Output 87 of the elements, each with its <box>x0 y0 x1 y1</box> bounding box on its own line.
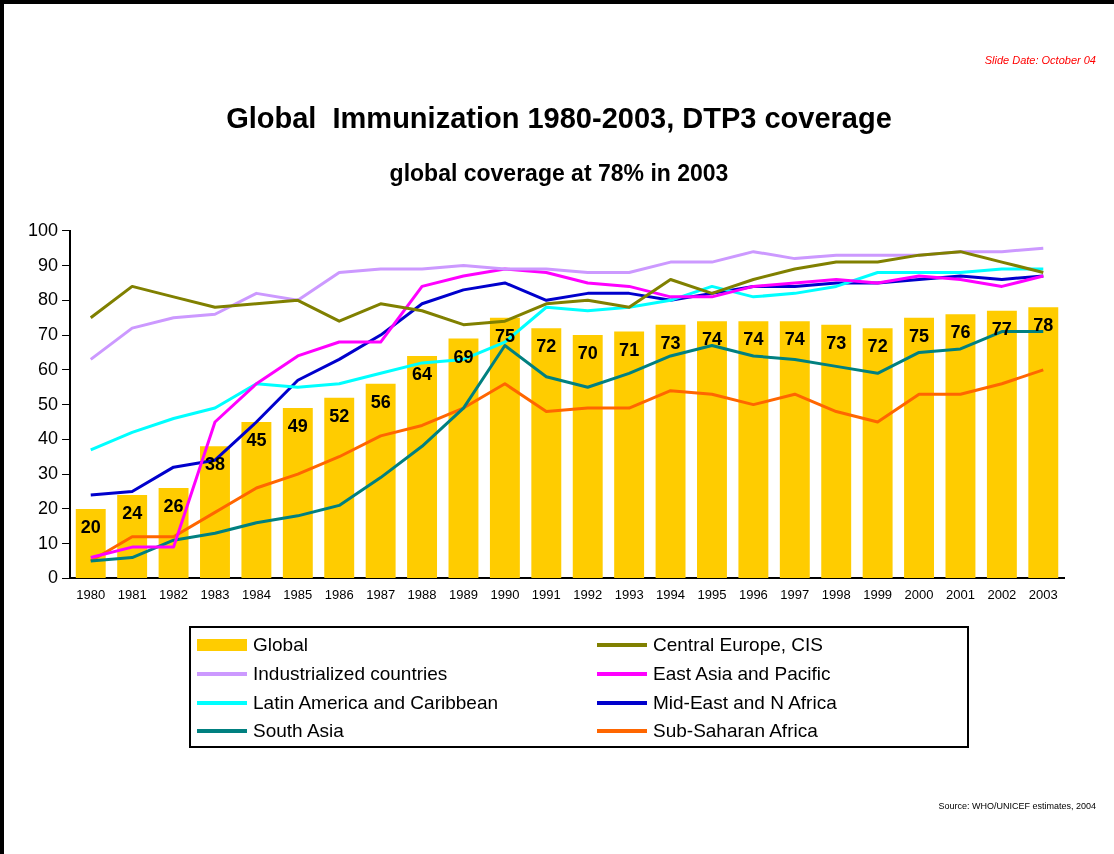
y-tick-label: 80 <box>38 289 59 310</box>
legend-label: Sub-Saharan Africa <box>653 720 818 743</box>
data-label: 52 <box>329 405 350 426</box>
data-label: 56 <box>370 391 391 412</box>
x-tick-label: 1997 <box>780 586 810 602</box>
bar <box>738 321 769 578</box>
source-note: Source: WHO/UNICEF estimates, 2004 <box>938 801 1096 811</box>
x-tick-label: 1996 <box>738 586 768 602</box>
data-label: 74 <box>743 329 764 350</box>
data-label: 78 <box>1033 315 1054 336</box>
data-label: 64 <box>412 363 433 384</box>
data-label: 75 <box>909 325 930 346</box>
bar <box>862 328 893 578</box>
bar <box>489 317 520 578</box>
x-tick-label: 2000 <box>904 586 934 602</box>
x-tick-label: 1988 <box>407 586 437 602</box>
bar <box>365 383 396 578</box>
x-tick-label: 1995 <box>697 586 727 602</box>
data-label: 45 <box>246 429 267 450</box>
bar <box>821 324 852 578</box>
x-tick-label: 1990 <box>490 586 520 602</box>
bar <box>448 338 479 578</box>
bar <box>1028 307 1059 578</box>
x-tick-label: 1985 <box>283 586 313 602</box>
bar <box>779 321 810 578</box>
data-label: 76 <box>950 322 971 343</box>
y-tick-label: 30 <box>38 463 59 484</box>
data-label: 74 <box>701 329 722 350</box>
x-tick-label: 1981 <box>117 586 147 602</box>
legend-label: Mid-East and N Africa <box>653 691 837 714</box>
y-tick-label: 70 <box>38 324 59 345</box>
data-label: 72 <box>867 336 888 357</box>
y-tick-label: 10 <box>38 532 59 553</box>
x-tick-label: 1991 <box>531 586 561 602</box>
x-tick-label: 1998 <box>821 586 851 602</box>
bar <box>697 321 727 578</box>
data-label: 20 <box>80 516 101 537</box>
bar <box>655 324 686 578</box>
x-tick-label: 2002 <box>987 586 1017 602</box>
data-label: 74 <box>784 329 805 350</box>
data-label: 24 <box>122 502 143 523</box>
bar <box>241 421 272 578</box>
legend-label: Industrialized countries <box>253 662 448 685</box>
bar <box>282 408 313 578</box>
bar <box>986 310 1017 578</box>
data-label: 49 <box>287 416 308 437</box>
legend-label: Global <box>253 634 308 656</box>
legend-label: East Asia and Pacific <box>653 662 831 685</box>
x-tick-label: 1999 <box>863 586 893 602</box>
data-label: 71 <box>619 339 640 360</box>
y-tick-label: 50 <box>38 393 59 414</box>
bar <box>572 335 603 578</box>
y-tick-label: 20 <box>38 497 59 518</box>
bar <box>614 331 645 578</box>
bar <box>407 355 438 578</box>
y-tick-label: 60 <box>38 358 59 379</box>
data-label: 70 <box>577 343 598 364</box>
x-tick-label: 1983 <box>200 586 230 602</box>
chart-title: Global Immunization 1980-2003, DTP3 coverage <box>225 102 893 135</box>
x-tick-label: 1986 <box>324 586 354 602</box>
chart-subtitle: global coverage at 78% in 2003 <box>388 160 730 187</box>
bar <box>945 314 976 578</box>
y-tick-label: 90 <box>38 254 59 275</box>
data-label: 72 <box>536 336 557 357</box>
data-label: 73 <box>660 332 681 353</box>
x-tick-label: 1989 <box>449 586 478 602</box>
x-tick-label: 1992 <box>573 586 603 602</box>
legend-label: Central Europe, CIS <box>653 634 824 656</box>
x-tick-label: 1980 <box>76 586 106 602</box>
x-tick-label: 1993 <box>614 586 644 602</box>
bar <box>531 328 562 578</box>
bar <box>324 397 355 578</box>
x-tick-label: 2003 <box>1028 586 1058 602</box>
y-tick-label: 0 <box>48 567 59 588</box>
x-tick-label: 1994 <box>656 586 686 602</box>
legend-label: South Asia <box>253 720 344 743</box>
x-tick-label: 2001 <box>946 586 975 602</box>
data-label: 26 <box>163 495 184 516</box>
legend-label: Latin America and Caribbean <box>253 691 499 714</box>
data-label: 73 <box>826 332 847 353</box>
x-tick-label: 1982 <box>159 586 189 602</box>
y-tick-label: 40 <box>38 428 59 449</box>
y-tick-label: 100 <box>27 219 59 240</box>
text: Slide Date: October 04 <box>984 54 1096 66</box>
x-tick-label: 1984 <box>241 586 271 602</box>
bar <box>904 317 935 578</box>
x-tick-label: 1987 <box>366 586 396 602</box>
